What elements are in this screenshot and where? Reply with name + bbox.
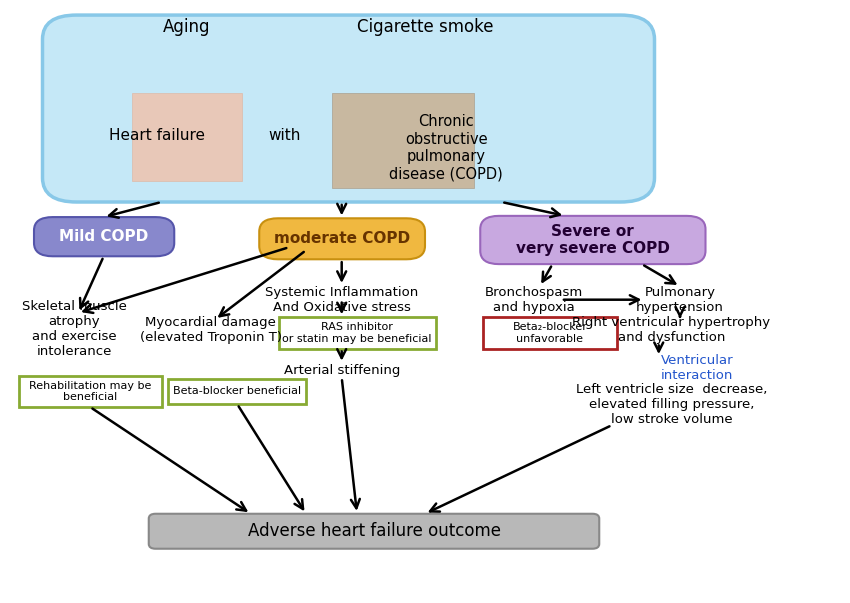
Text: Right ventricular hypertrophy
and dysfunction: Right ventricular hypertrophy and dysfun… (572, 317, 771, 344)
Text: Beta-blocker beneficial: Beta-blocker beneficial (173, 387, 301, 396)
Text: Myocardial damage
(elevated Troponin T): Myocardial damage (elevated Troponin T) (139, 317, 282, 344)
FancyBboxPatch shape (279, 317, 436, 349)
FancyBboxPatch shape (42, 15, 654, 202)
Text: Aging: Aging (163, 18, 211, 36)
Text: moderate COPD: moderate COPD (274, 232, 410, 246)
FancyBboxPatch shape (332, 93, 474, 188)
FancyBboxPatch shape (149, 514, 599, 549)
Text: Arterial stiffening: Arterial stiffening (284, 364, 400, 377)
Text: Ventricular
interaction: Ventricular interaction (660, 354, 734, 382)
Text: Beta₂-blocker
unfavorable: Beta₂-blocker unfavorable (513, 322, 587, 344)
Text: Adverse heart failure outcome: Adverse heart failure outcome (247, 522, 501, 540)
Text: Left ventricle size  decrease,
elevated filling pressure,
low stroke volume: Left ventricle size decrease, elevated f… (575, 382, 768, 426)
FancyBboxPatch shape (168, 379, 306, 404)
Text: RAS inhibitor
or statin may be beneficial: RAS inhibitor or statin may be beneficia… (282, 322, 432, 344)
Text: Heart failure: Heart failure (110, 128, 205, 143)
FancyBboxPatch shape (132, 93, 242, 181)
Text: Chronic
obstructive
pulmonary
disease (COPD): Chronic obstructive pulmonary disease (C… (389, 114, 503, 182)
FancyBboxPatch shape (480, 216, 706, 264)
Text: Cigarette smoke: Cigarette smoke (357, 18, 493, 36)
FancyBboxPatch shape (34, 217, 174, 256)
Text: Rehabilitation may be
beneficial: Rehabilitation may be beneficial (29, 380, 151, 402)
Text: Skeletal muscle
atrophy
and exercise
intolerance: Skeletal muscle atrophy and exercise int… (21, 300, 127, 358)
Text: Severe or
very severe COPD: Severe or very severe COPD (515, 224, 670, 256)
Text: Bronchospasm
and hypoxia: Bronchospasm and hypoxia (484, 286, 583, 314)
Text: Systemic Inflammation
And Oxidative stress: Systemic Inflammation And Oxidative stre… (265, 286, 418, 314)
Text: Pulmonary
hypertension: Pulmonary hypertension (636, 286, 724, 314)
Text: Mild COPD: Mild COPD (59, 230, 148, 244)
FancyBboxPatch shape (19, 376, 162, 407)
FancyBboxPatch shape (483, 317, 617, 349)
FancyBboxPatch shape (259, 218, 425, 259)
Text: with: with (269, 128, 301, 143)
